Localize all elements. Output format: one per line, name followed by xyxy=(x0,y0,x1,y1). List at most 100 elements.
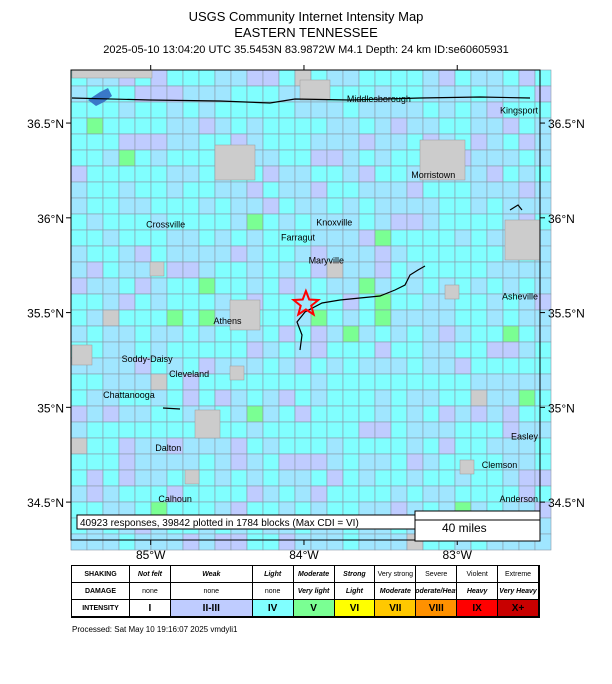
cdi-block xyxy=(374,261,392,279)
cdi-block xyxy=(182,325,200,343)
cdi-block xyxy=(182,437,200,455)
cdi-block xyxy=(262,533,280,551)
cdi-block xyxy=(166,245,184,263)
cdi-block xyxy=(438,469,456,487)
cdi-block xyxy=(230,277,248,295)
cdi-block xyxy=(342,533,360,551)
terrain-patch xyxy=(229,299,261,331)
cdi-block xyxy=(534,149,552,167)
cdi-block xyxy=(262,309,280,327)
cdi-block xyxy=(198,197,216,215)
cdi-block xyxy=(198,245,216,263)
cdi-block xyxy=(422,213,440,231)
cdi-block xyxy=(70,85,88,103)
lat-label-right: 36°N xyxy=(548,212,575,226)
cdi-block xyxy=(246,405,264,423)
cdi-block xyxy=(470,101,488,119)
cdi-block xyxy=(278,421,296,439)
city-label: Athens xyxy=(214,316,243,326)
cdi-block xyxy=(230,197,248,215)
cdi-block xyxy=(342,293,360,311)
cdi-block xyxy=(374,421,392,439)
cdi-block xyxy=(70,309,88,327)
cdi-block xyxy=(294,197,312,215)
cdi-block xyxy=(502,325,520,343)
cdi-block xyxy=(486,149,504,167)
cdi-block xyxy=(518,149,536,167)
cdi-block xyxy=(374,357,392,375)
cdi-block xyxy=(134,197,152,215)
legend-intensity-label: INTENSITY xyxy=(72,600,130,617)
cdi-block xyxy=(342,165,360,183)
cdi-block xyxy=(294,469,312,487)
legend-damage-cell: Heavy xyxy=(457,583,499,600)
cdi-block xyxy=(118,261,136,279)
cdi-block xyxy=(118,533,136,551)
cdi-block xyxy=(470,117,488,135)
cdi-block xyxy=(278,213,296,231)
cdi-block xyxy=(70,533,88,551)
cdi-block xyxy=(518,453,536,471)
cdi-block xyxy=(134,229,152,247)
cdi-block xyxy=(470,69,488,87)
cdi-block xyxy=(182,101,200,119)
cdi-block xyxy=(246,181,264,199)
cdi-block xyxy=(534,373,552,391)
cdi-block xyxy=(262,149,280,167)
cdi-block xyxy=(294,213,312,231)
cdi-block xyxy=(534,325,552,343)
cdi-block xyxy=(86,389,104,407)
cdi-block xyxy=(262,181,280,199)
cdi-block xyxy=(438,117,456,135)
intensity-legend: SHAKING Not felt Weak Light Moderate Strong Ve… xyxy=(71,565,540,618)
cdi-block xyxy=(406,213,424,231)
cdi-block xyxy=(406,277,424,295)
cdi-block xyxy=(102,341,120,359)
cdi-block xyxy=(278,101,296,119)
cdi-block xyxy=(374,453,392,471)
cdi-block xyxy=(118,293,136,311)
cdi-block xyxy=(422,245,440,263)
cdi-block xyxy=(374,405,392,423)
cdi-block xyxy=(406,389,424,407)
legend-damage-cell: Very Heavy xyxy=(498,583,539,600)
cdi-block xyxy=(198,149,216,167)
cdi-block xyxy=(102,357,120,375)
cdi-block xyxy=(262,405,280,423)
cdi-block xyxy=(166,389,184,407)
cdi-block xyxy=(70,117,88,135)
cdi-block xyxy=(166,197,184,215)
cdi-block xyxy=(294,453,312,471)
cdi-block xyxy=(86,213,104,231)
cdi-block xyxy=(102,533,120,551)
legend-shaking-cell: Weak xyxy=(170,566,253,583)
cdi-block xyxy=(102,149,120,167)
cdi-block xyxy=(86,405,104,423)
cdi-block xyxy=(310,101,328,119)
cdi-block xyxy=(486,133,504,151)
cdi-block xyxy=(150,133,168,151)
cdi-block xyxy=(134,469,152,487)
cdi-block xyxy=(326,325,344,343)
cdi-block xyxy=(422,293,440,311)
lat-label-left: 35.5°N xyxy=(27,307,64,321)
cdi-block xyxy=(406,357,424,375)
cdi-block xyxy=(246,485,264,503)
cdi-block xyxy=(358,533,376,551)
cdi-block xyxy=(438,437,456,455)
terrain-patch xyxy=(149,261,165,277)
lat-label-left: 36°N xyxy=(37,212,64,226)
cdi-block xyxy=(358,421,376,439)
cdi-block xyxy=(326,277,344,295)
cdi-block xyxy=(374,373,392,391)
cdi-block xyxy=(390,277,408,295)
cdi-block xyxy=(390,149,408,167)
region-title: EASTERN TENNESSEE xyxy=(234,25,378,40)
cdi-block xyxy=(310,389,328,407)
cdi-block xyxy=(182,453,200,471)
cdi-block xyxy=(518,181,536,199)
cdi-block xyxy=(294,485,312,503)
cdi-block xyxy=(230,85,248,103)
cdi-block xyxy=(198,213,216,231)
cdi-block xyxy=(102,469,120,487)
